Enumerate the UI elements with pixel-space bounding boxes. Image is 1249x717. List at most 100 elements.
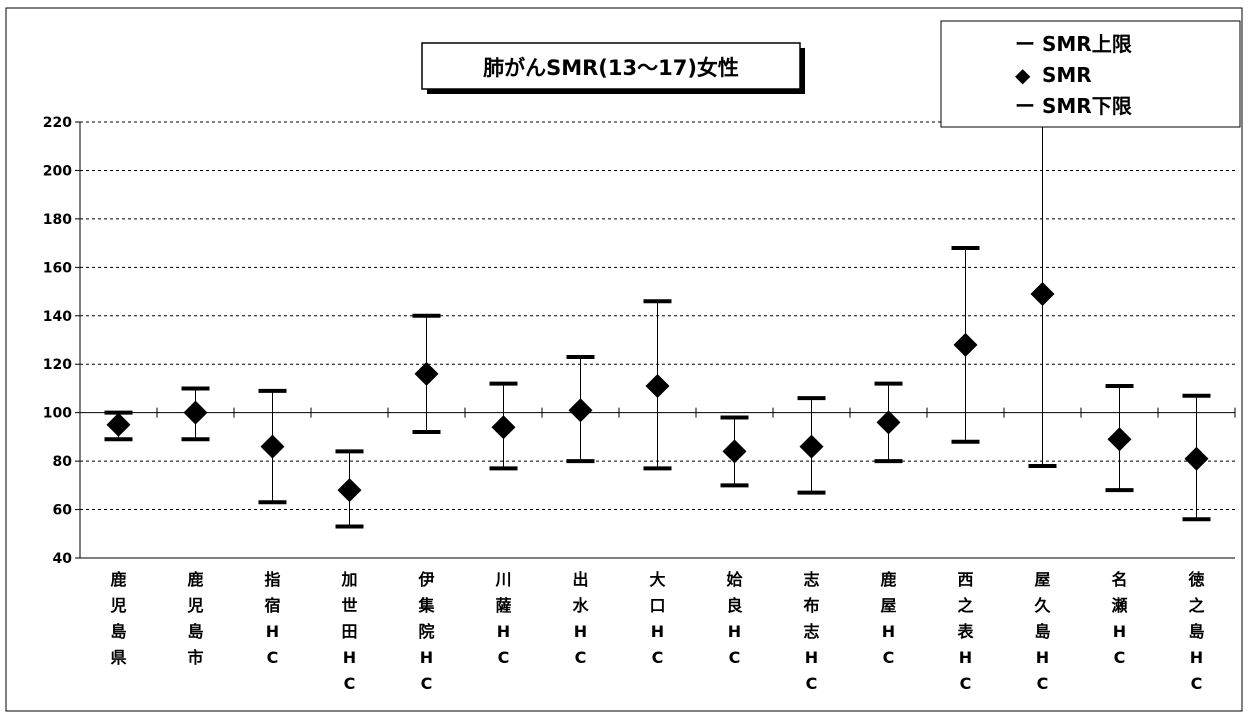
x-category-char: 市 xyxy=(187,648,203,667)
x-category-char: 川 xyxy=(494,570,511,589)
x-category-char: 世 xyxy=(341,596,357,615)
x-category-char: H xyxy=(882,622,895,641)
x-category-char: 宿 xyxy=(264,596,280,615)
smr-point-7 xyxy=(645,374,670,399)
x-category-char: 島 xyxy=(110,622,126,641)
x-category-char: 鹿 xyxy=(880,570,896,589)
x-category-char: 久 xyxy=(1034,596,1051,615)
x-category-char: 瀬 xyxy=(1111,596,1127,615)
legend-item-2: ー SMR下限 xyxy=(1015,94,1132,118)
y-tick-label-60: 60 xyxy=(53,503,73,519)
x-category-char: C xyxy=(729,648,741,667)
x-category-labels: 鹿児島県鹿児島市指宿HC加世田HC伊集院HC川薩HC出水HC大口HC姶良HC志布… xyxy=(109,570,1204,693)
x-category-char: 島 xyxy=(187,622,203,641)
x-category-char: 口 xyxy=(649,596,665,615)
chart-title-box: 肺がんSMR(13～17)女性 xyxy=(421,42,805,94)
smr-point-2 xyxy=(260,434,285,459)
x-category-char: 名 xyxy=(1111,570,1127,589)
x-category-char: H xyxy=(651,622,664,641)
x-category-char: 集 xyxy=(417,596,435,615)
legend-item-0: ー SMR上限 xyxy=(1015,32,1132,56)
x-category-char: H xyxy=(574,622,587,641)
x-category-char: C xyxy=(960,674,972,693)
legend-item-1: ◆ SMR xyxy=(1015,63,1092,87)
smr-point-13 xyxy=(1107,427,1132,452)
x-category-char: H xyxy=(420,648,433,667)
x-category-char: 伊 xyxy=(417,570,434,589)
y-tick-label-180: 180 xyxy=(43,212,72,228)
smr-point-4 xyxy=(414,361,439,386)
y-tick-label-160: 160 xyxy=(43,260,72,276)
x-category-char: C xyxy=(498,648,510,667)
legend-symbol-0: ー xyxy=(1015,32,1035,56)
y-tick-label-40: 40 xyxy=(53,551,73,567)
x-category-char: C xyxy=(652,648,664,667)
x-category-char: C xyxy=(883,648,895,667)
x-category-char: H xyxy=(805,648,818,667)
y-tick-label-120: 120 xyxy=(43,357,72,373)
x-category-char: C xyxy=(1114,648,1126,667)
x-category-char: C xyxy=(806,674,818,693)
y-tick-label-220: 220 xyxy=(43,115,72,131)
smr-point-3 xyxy=(337,478,362,503)
smr-point-10 xyxy=(876,410,901,435)
smr-point-12 xyxy=(1030,281,1055,306)
legend-label-2: SMR下限 xyxy=(1042,94,1132,118)
x-category-char: 出 xyxy=(572,570,588,589)
x-category-char: C xyxy=(344,674,356,693)
x-category-char: C xyxy=(421,674,433,693)
legend: ー SMR上限 ◆ SMR ー SMR下限 xyxy=(940,20,1241,128)
x-category-char: 児 xyxy=(186,596,203,615)
x-category-char: 加 xyxy=(340,570,357,589)
x-category-char: 志 xyxy=(803,622,819,641)
legend-label-1: SMR xyxy=(1042,63,1092,87)
x-category-char: 島 xyxy=(1188,622,1204,641)
chart-title: 肺がんSMR(13～17)女性 xyxy=(483,56,739,80)
y-tick-label-140: 140 xyxy=(43,309,72,325)
smr-point-6 xyxy=(568,398,593,423)
legend-box xyxy=(940,20,1241,128)
legend-symbol-1: ◆ xyxy=(1015,63,1031,87)
smr-point-0 xyxy=(106,412,131,437)
x-category-char: 指 xyxy=(264,570,280,589)
y-tick-labels: 40 60 80 100 120 140 160 180 200 220 xyxy=(43,115,72,567)
x-category-char: H xyxy=(266,622,279,641)
smr-point-1 xyxy=(183,400,208,425)
x-category-char: 之 xyxy=(1188,596,1204,615)
x-category-char: H xyxy=(1113,622,1126,641)
x-category-char: 鹿 xyxy=(110,570,126,589)
y-tick-label-100: 100 xyxy=(43,406,72,422)
x-category-char: 院 xyxy=(418,622,434,641)
x-category-char: 布 xyxy=(803,596,819,615)
x-category-char: 西 xyxy=(957,570,973,589)
legend-label-0: SMR上限 xyxy=(1042,32,1132,56)
smr-point-14 xyxy=(1184,446,1209,471)
x-category-char: 県 xyxy=(110,648,126,667)
x-category-char: C xyxy=(1191,674,1203,693)
x-category-char: 徳 xyxy=(1187,570,1204,589)
x-category-char: H xyxy=(1190,648,1203,667)
y-tick-label-80: 80 xyxy=(53,454,73,470)
x-category-char: H xyxy=(1036,648,1049,667)
y-tick-label-200: 200 xyxy=(43,163,72,179)
legend-symbol-2: ー xyxy=(1015,94,1035,118)
x-category-char: 薩 xyxy=(495,596,511,615)
x-category-char: C xyxy=(575,648,587,667)
x-category-char: H xyxy=(497,622,510,641)
smr-point-8 xyxy=(722,439,747,464)
x-category-char: 表 xyxy=(956,622,974,641)
